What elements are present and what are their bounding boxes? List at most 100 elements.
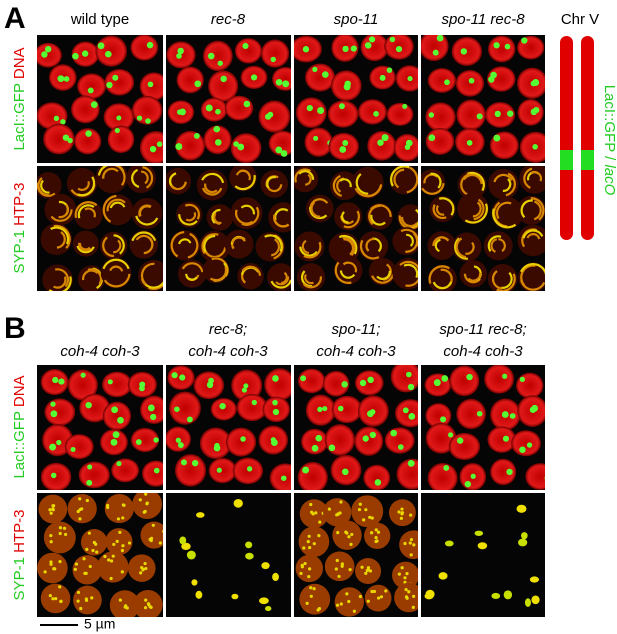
- axis: [430, 172, 442, 189]
- focus: [125, 606, 129, 610]
- nucleus: [202, 40, 233, 72]
- gfp-focus: [494, 110, 501, 117]
- gfp-focus: [466, 373, 473, 381]
- focus: [191, 579, 198, 586]
- focus: [309, 594, 313, 598]
- nucleus: [425, 127, 455, 155]
- axis: [270, 279, 291, 289]
- focus: [337, 574, 341, 579]
- axis: [466, 171, 485, 192]
- nucleus: [511, 430, 541, 457]
- focus: [245, 541, 253, 549]
- nucleus: [322, 370, 350, 397]
- gfp-focus: [428, 112, 435, 118]
- axis: [490, 238, 498, 253]
- focus: [370, 516, 374, 520]
- axis: [204, 183, 218, 194]
- axis: [77, 176, 96, 197]
- focus: [340, 564, 344, 568]
- focus: [317, 534, 321, 538]
- nucleus: [323, 498, 352, 527]
- gfp-focus: [374, 479, 382, 486]
- nucleus: [390, 365, 418, 393]
- focus: [231, 593, 239, 600]
- axis: [267, 184, 283, 193]
- focus: [261, 562, 270, 570]
- focus: [347, 599, 351, 604]
- gfp-focus: [179, 374, 186, 381]
- gfp-focus: [156, 141, 163, 147]
- nucleus: [489, 131, 519, 160]
- axis: [339, 270, 356, 279]
- nucleus: [301, 428, 329, 455]
- gfp-focus: [240, 436, 246, 442]
- gfp-focus: [174, 406, 180, 412]
- gfp-focus: [339, 146, 347, 153]
- gfp-focus: [213, 125, 221, 133]
- gfp-focus: [50, 401, 56, 407]
- focus: [116, 517, 121, 521]
- axis: [280, 271, 288, 285]
- gfp-focus: [408, 412, 416, 420]
- micrograph-content: [37, 166, 163, 291]
- gfp-focus: [85, 130, 92, 137]
- focus: [327, 507, 331, 511]
- axis: [209, 266, 228, 282]
- axis: [428, 265, 450, 284]
- focus: [352, 609, 356, 613]
- focus: [400, 566, 404, 570]
- row-label: LacI::GFP DNA: [11, 47, 28, 150]
- focus: [48, 593, 52, 598]
- gfp-focus: [460, 48, 468, 55]
- axis: [309, 206, 328, 220]
- gfp-focus: [312, 66, 318, 72]
- axis: [472, 201, 482, 218]
- focus: [88, 564, 92, 569]
- axis: [338, 234, 358, 255]
- micrograph-content: [166, 166, 291, 291]
- focus: [111, 554, 115, 558]
- nucleus-bg: [368, 257, 397, 286]
- nucleus: [394, 399, 418, 428]
- gfp-focus: [466, 140, 473, 146]
- axis: [462, 173, 483, 185]
- focus: [362, 518, 366, 522]
- focus: [121, 544, 125, 548]
- axis: [181, 262, 204, 273]
- nucleus: [324, 424, 355, 456]
- nucleus-bg: [129, 230, 158, 259]
- focus: [424, 592, 434, 600]
- focus: [477, 542, 488, 550]
- gfp-focus: [112, 74, 119, 81]
- focus: [162, 529, 163, 533]
- axis: [235, 169, 251, 177]
- focus: [59, 599, 63, 604]
- gfp-focus: [110, 438, 118, 446]
- gfp-focus: [532, 144, 538, 150]
- axis: [354, 185, 382, 198]
- axis: [492, 208, 517, 229]
- gfp-focus: [176, 109, 183, 115]
- nucleus: [97, 551, 129, 583]
- axis: [201, 172, 225, 184]
- axis: [204, 247, 227, 258]
- focus: [51, 597, 55, 601]
- column-label: wild type: [70, 11, 129, 28]
- gfp-focus: [311, 444, 319, 452]
- axis: [370, 214, 386, 226]
- gfp-focus: [139, 385, 145, 392]
- gfp-focus: [502, 435, 510, 442]
- focus: [109, 559, 114, 563]
- focus: [84, 598, 89, 603]
- focus: [127, 541, 132, 545]
- gfp-focus: [470, 473, 476, 479]
- axis: [187, 232, 199, 259]
- micrograph-content: [40, 369, 163, 490]
- gfp-focus: [241, 387, 247, 393]
- axis: [231, 236, 246, 244]
- axis: [294, 168, 312, 183]
- nucleus: [427, 68, 457, 93]
- axis: [274, 208, 289, 221]
- axis: [505, 172, 516, 197]
- gfp-focus: [533, 106, 540, 114]
